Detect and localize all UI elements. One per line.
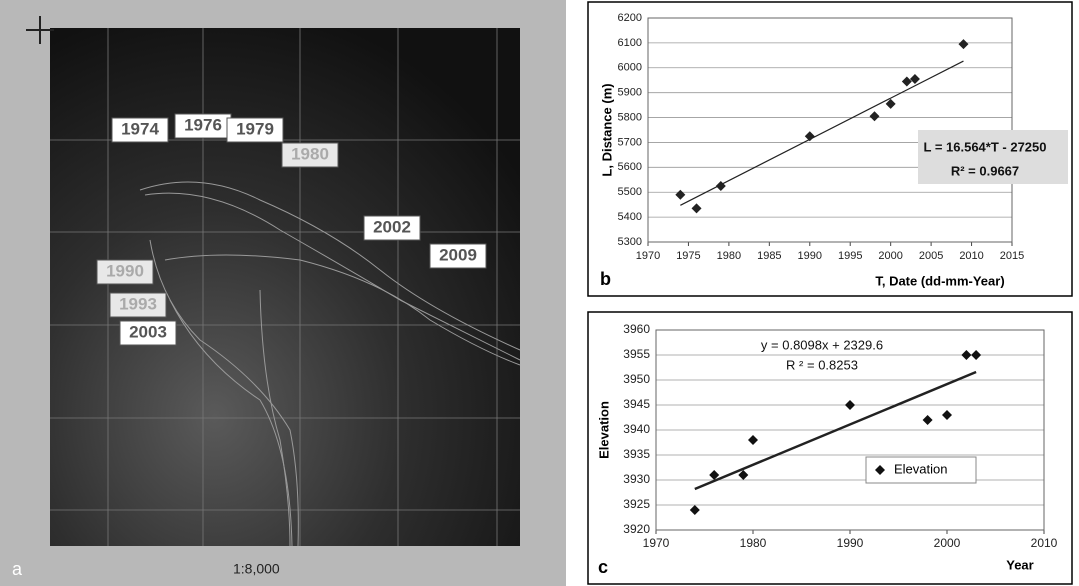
x-tick-label: 1985 [757,250,781,262]
data-point [942,410,952,420]
trend-line [680,60,964,206]
y-tick-label: 5500 [618,186,642,198]
y-tick-label: 6100 [618,37,642,49]
annotation: y = 0.8098x + 2329.6 [761,337,883,352]
legend-label: Elevation [894,461,947,476]
data-point [748,435,758,445]
y-tick-label: 5800 [618,111,642,123]
map-panel: 1974 1976 1979 1980 1990 1993 2002 2003 2009 a 1… [0,0,566,586]
y-tick-label: 3950 [623,372,650,386]
x-tick-label: 1970 [636,250,660,262]
x-axis-label: Year [1006,557,1033,572]
data-point [869,111,880,122]
panel-label: c [598,557,608,577]
y-tick-label: 3930 [623,472,650,486]
y-tick-label: 6200 [618,12,642,24]
label-box [109,292,167,318]
x-tick-label: 1995 [838,250,862,262]
x-tick-label: 1975 [676,250,700,262]
panel-label: b [600,269,611,289]
x-tick-label: 1990 [837,536,864,550]
y-tick-label: 3925 [623,497,650,511]
x-tick-label: 2000 [934,536,961,550]
data-point [691,203,702,214]
year-label: 2003 [129,322,167,341]
year-label: 1979 [236,119,274,138]
x-tick-label: 2005 [919,250,943,262]
data-point [675,189,686,200]
x-tick-label: 2010 [959,250,983,262]
x-tick-label: 1970 [643,536,670,550]
label-box [281,142,339,168]
label-box [119,320,177,346]
annotation: R² = 0.9667 [951,163,1019,178]
x-axis-label: T, Date (dd-mm-Year) [875,273,1004,288]
label-box [96,259,154,285]
label-box [429,243,487,269]
annotation: L = 16.564*T - 27250 [924,139,1047,154]
data-point [961,350,972,360]
x-tick-label: 2000 [878,250,902,262]
data-point [971,350,982,360]
data-point [885,98,896,109]
year-label: 1976 [184,115,222,134]
y-tick-label: 3960 [623,322,650,336]
y-tick-label: 5900 [618,87,642,99]
y-tick-label: 3945 [623,397,650,411]
y-axis-label: L, Distance (m) [599,83,614,176]
x-tick-label: 1980 [717,250,741,262]
y-tick-label: 5400 [618,211,642,223]
glacier-fronts [139,181,521,547]
y-tick-label: 5600 [618,161,642,173]
data-point [689,505,700,515]
y-tick-label: 3940 [623,422,650,436]
x-tick-label: 2015 [1000,250,1024,262]
y-tick-label: 5300 [618,236,642,248]
north-arrow [26,16,54,44]
plot-area [655,329,1045,531]
data-point [901,76,912,87]
trend-line [694,370,977,491]
y-tick-label: 5700 [618,136,642,148]
data-point [738,470,749,480]
label-box [226,117,284,143]
year-label: 1990 [106,261,144,280]
y-tick-label: 6000 [618,62,642,74]
data-point [845,400,855,410]
data-point [922,415,933,425]
x-tick-label: 1980 [740,536,767,550]
label-box [111,117,169,143]
y-tick-label: 3920 [623,522,650,536]
legend-marker [875,465,885,475]
data-point [958,39,969,50]
year-label: 2002 [373,217,411,236]
panel-label: a [12,559,23,579]
y-tick-label: 3955 [623,347,650,361]
map-image [50,28,520,546]
y-tick-label: 3935 [623,447,650,461]
chart-frame [587,311,1073,585]
y-axis-label: Elevation [596,401,611,459]
label-box [363,215,421,241]
year-label: 2009 [439,245,477,264]
year-label: 1993 [119,294,157,313]
x-tick-label: 1990 [798,250,822,262]
data-point [909,73,920,84]
annotation-box [918,130,1068,184]
annotation: R ² = 0.8253 [786,357,858,372]
map-scale: 1:8,000 [233,561,280,577]
x-tick-label: 2010 [1031,536,1058,550]
data-point [709,470,720,480]
year-label: 1974 [121,119,159,138]
year-label: 1980 [291,144,329,163]
